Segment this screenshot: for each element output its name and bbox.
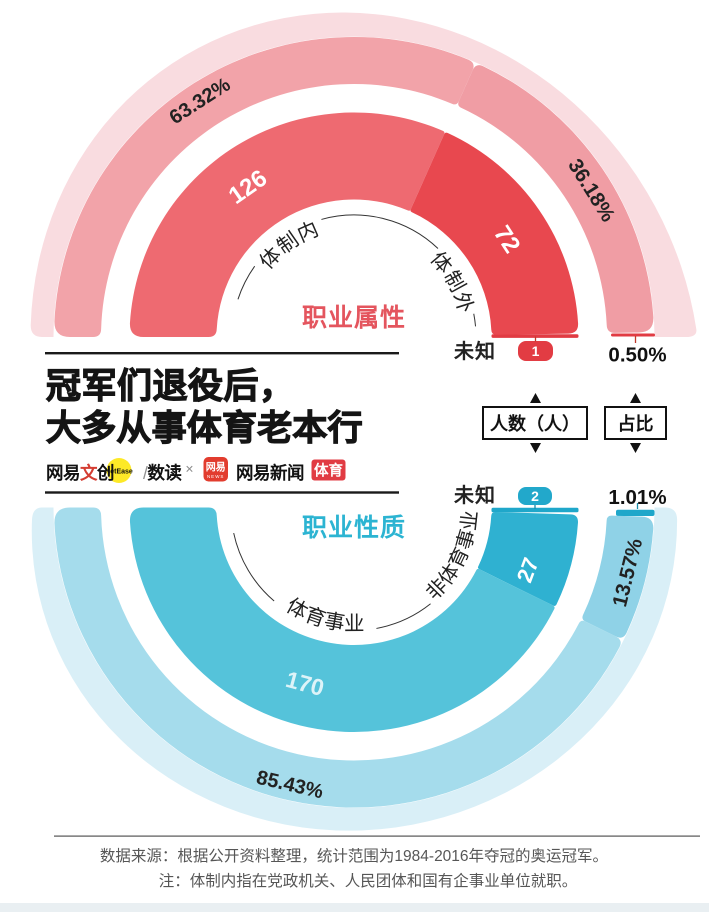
svg-text:/数读: /数读 bbox=[143, 463, 182, 483]
svg-text:职业属性: 职业属性 bbox=[302, 304, 406, 332]
svg-text:NetEase: NetEase bbox=[105, 469, 133, 476]
svg-text:体育事业: 体育事业 bbox=[283, 594, 365, 635]
svg-text:体育: 体育 bbox=[314, 462, 343, 480]
svg-text:未知: 未知 bbox=[454, 483, 496, 507]
svg-text:未知: 未知 bbox=[454, 339, 496, 363]
svg-text:大多从事体育老本行: 大多从事体育老本行 bbox=[46, 409, 363, 448]
svg-text:数据来源：根据公开资料整理，统计范围为1984-2016年夺: 数据来源：根据公开资料整理，统计范围为1984-2016年夺冠的奥运冠军。 bbox=[100, 847, 608, 865]
svg-text:1.01%: 1.01% bbox=[608, 486, 666, 509]
svg-text:×: × bbox=[185, 461, 193, 477]
svg-text:网易新闻: 网易新闻 bbox=[236, 463, 304, 483]
svg-text:NEWS: NEWS bbox=[207, 474, 225, 479]
svg-text:1: 1 bbox=[532, 343, 540, 359]
svg-text:0.50%: 0.50% bbox=[608, 344, 666, 367]
svg-text:网易文创: 网易文创 bbox=[46, 463, 114, 483]
svg-text:2: 2 bbox=[531, 488, 539, 504]
svg-text:注：体制内指在党政机关、人民团体和国有企事业单位就职。: 注：体制内指在党政机关、人民团体和国有企事业单位就职。 bbox=[159, 872, 578, 890]
svg-text:职业性质: 职业性质 bbox=[302, 514, 406, 542]
svg-text:网易: 网易 bbox=[206, 462, 226, 474]
svg-text:人数（人）: 人数（人） bbox=[490, 413, 580, 434]
svg-text:占比: 占比 bbox=[618, 413, 654, 434]
svg-text:冠军们退役后，: 冠军们退役后， bbox=[46, 367, 295, 406]
